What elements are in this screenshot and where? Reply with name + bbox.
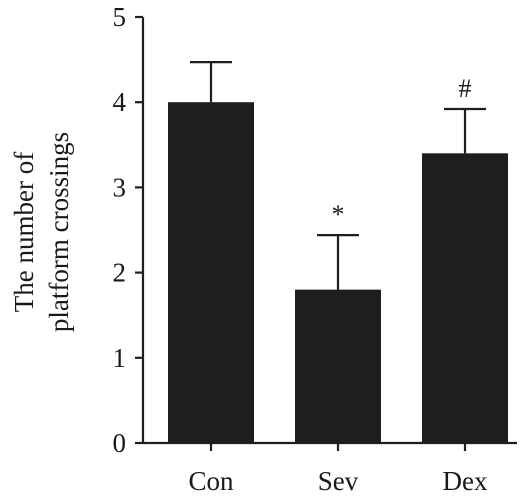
x-tick-labels: Con Sev Dex (188, 443, 488, 496)
y-tick-label: 5 (113, 2, 127, 32)
y-tick-label: 0 (113, 428, 127, 458)
bars (168, 102, 508, 443)
y-tick-label: 1 (113, 343, 127, 373)
y-axis-title-line-2: platform crossings (44, 132, 74, 332)
y-ticks: 0 1 2 3 4 5 (113, 2, 143, 458)
y-axis-title-line-1: The number of (9, 152, 39, 312)
y-tick-label: 3 (113, 172, 127, 202)
bar-con (168, 102, 254, 443)
x-tick-label: Dex (443, 466, 488, 496)
y-axis-title: The number of platform crossings (9, 132, 74, 332)
significance-marker: * (332, 200, 345, 229)
x-tick-label: Sev (318, 466, 359, 496)
bar-dex (422, 153, 508, 443)
y-tick-label: 4 (113, 87, 127, 117)
y-tick-label: 2 (113, 258, 127, 288)
significance-marker: # (459, 74, 472, 103)
error-bars (190, 61, 486, 290)
significance-annotations: *# (332, 74, 472, 229)
x-tick-label: Con (188, 466, 234, 496)
bar-sev (295, 289, 381, 443)
